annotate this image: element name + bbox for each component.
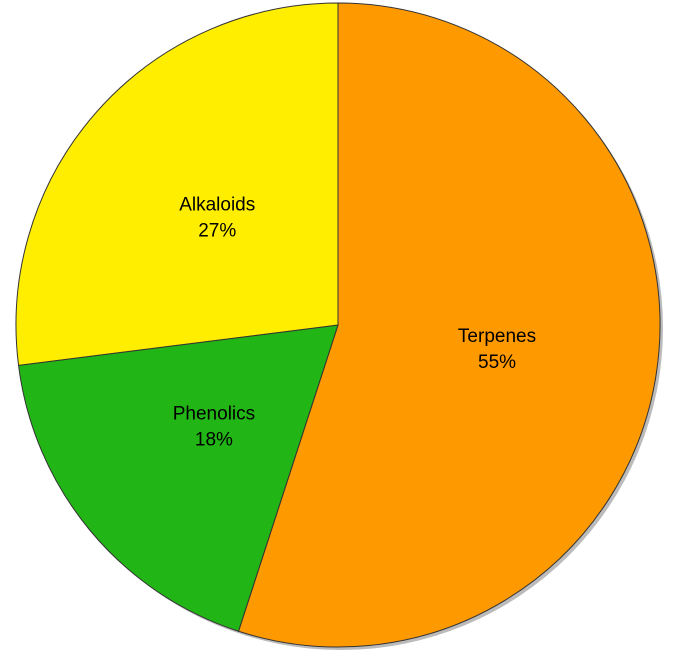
slice-value-label: 55% <box>478 352 516 373</box>
pie-slice <box>237 2 661 648</box>
slice-value-label: 18% <box>195 430 233 451</box>
slice-label: Phenolics <box>173 404 255 425</box>
slice-label: Alkaloids <box>179 195 255 216</box>
slice-value-label: 27% <box>198 221 236 242</box>
pie-slice <box>15 2 339 366</box>
slice-label: Terpenes <box>458 326 536 347</box>
pie-slice <box>17 324 339 632</box>
